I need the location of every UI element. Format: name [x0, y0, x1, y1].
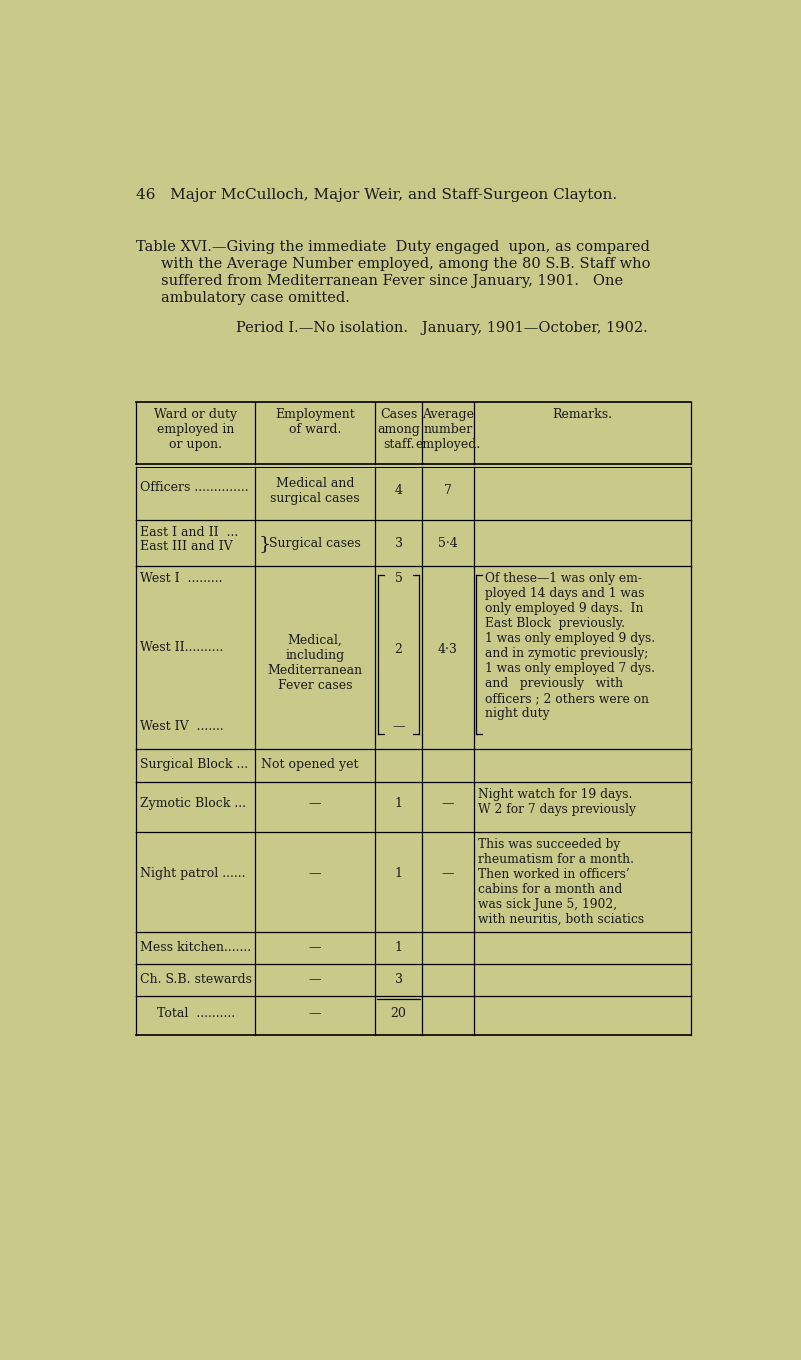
Text: }: } [258, 534, 271, 554]
Text: 1: 1 [395, 941, 402, 953]
Text: Average
number
employed.: Average number employed. [415, 408, 481, 452]
Text: Night patrol ......: Night patrol ...... [139, 866, 245, 880]
Text: Remarks.: Remarks. [552, 408, 612, 422]
Text: Zymotic Block ...: Zymotic Block ... [139, 797, 246, 811]
Text: Total  ..........: Total .......... [158, 1008, 235, 1020]
Text: ambulatory case omitted.: ambulatory case omitted. [160, 291, 349, 305]
Text: West I  .........: West I ......... [139, 573, 222, 585]
Text: —: — [392, 719, 405, 733]
Text: suffered from Mediterranean Fever since January, 1901.   One: suffered from Mediterranean Fever since … [160, 275, 622, 288]
Text: 4·3: 4·3 [438, 643, 457, 656]
Text: This was succeeded by
rheumatism for a month.
Then worked in officers’
cabins fo: This was succeeded by rheumatism for a m… [477, 838, 644, 926]
Text: East I and II  ...: East I and II ... [139, 526, 238, 539]
Text: 3: 3 [395, 974, 402, 986]
Text: 2: 2 [395, 643, 402, 656]
Text: —: — [309, 974, 321, 986]
Text: Table XVI.—Giving the immediate  Duty engaged  upon, as compared: Table XVI.—Giving the immediate Duty eng… [136, 241, 650, 254]
Text: 5: 5 [395, 573, 402, 585]
Text: 1: 1 [395, 866, 402, 880]
Text: 4: 4 [395, 484, 402, 498]
Text: —: — [309, 1008, 321, 1020]
Text: Period I.—No isolation.   January, 1901—October, 1902.: Period I.—No isolation. January, 1901—Oc… [235, 321, 647, 335]
Text: 5·4: 5·4 [438, 537, 457, 549]
Text: —: — [309, 797, 321, 811]
Text: with the Average Number employed, among the 80 S.B. Staff who: with the Average Number employed, among … [160, 257, 650, 271]
Text: 46   Major McCulloch, Major Weir, and Staff-Surgeon Clayton.: 46 Major McCulloch, Major Weir, and Staf… [136, 188, 617, 201]
Text: Mess kitchen.......: Mess kitchen....... [139, 941, 251, 953]
Text: Medical,
including
Mediterranean
Fever cases: Medical, including Mediterranean Fever c… [268, 634, 363, 692]
Text: —: — [309, 941, 321, 953]
Text: West II..........: West II.......... [139, 642, 223, 654]
Text: Ward or duty
employed in
or upon.: Ward or duty employed in or upon. [154, 408, 237, 452]
Text: West IV  .......: West IV ....... [139, 719, 223, 733]
Text: Surgical cases: Surgical cases [269, 537, 360, 549]
Text: Of these—1 was only em-
ployed 14 days and 1 was
only employed 9 days.  In
East : Of these—1 was only em- ployed 14 days a… [485, 573, 654, 719]
Text: Surgical Block ...: Surgical Block ... [139, 759, 248, 771]
Text: East III and IV: East III and IV [139, 540, 232, 552]
Text: Cases
among
staff.: Cases among staff. [377, 408, 420, 452]
Text: 1: 1 [395, 797, 402, 811]
Text: Ch. S.B. stewards: Ch. S.B. stewards [139, 974, 252, 986]
Text: 3: 3 [395, 537, 402, 549]
Text: Night watch for 19 days.
W 2 for 7 days previously: Night watch for 19 days. W 2 for 7 days … [477, 787, 635, 816]
Text: —: — [441, 797, 454, 811]
Text: Not opened yet: Not opened yet [261, 759, 359, 771]
Text: Officers ..............: Officers .............. [139, 481, 248, 494]
Text: Employment
of ward.: Employment of ward. [276, 408, 355, 437]
Text: —: — [309, 866, 321, 880]
Text: Medical and
surgical cases: Medical and surgical cases [271, 476, 360, 505]
Text: 7: 7 [444, 484, 452, 498]
Text: 20: 20 [391, 1008, 406, 1020]
Text: —: — [441, 866, 454, 880]
